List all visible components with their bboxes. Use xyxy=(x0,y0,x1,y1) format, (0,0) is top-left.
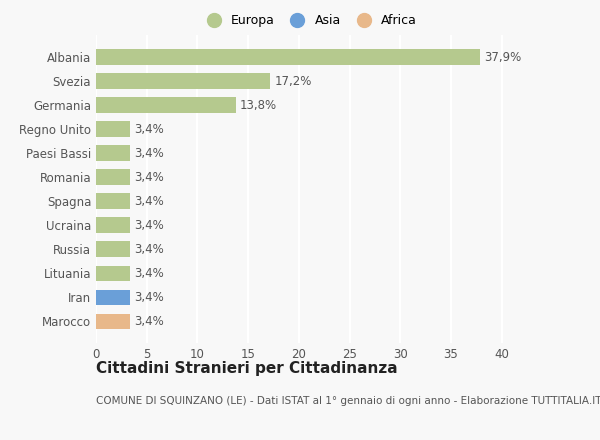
Bar xyxy=(96,145,130,161)
Text: 3,4%: 3,4% xyxy=(134,147,164,160)
Text: COMUNE DI SQUINZANO (LE) - Dati ISTAT al 1° gennaio di ogni anno - Elaborazione : COMUNE DI SQUINZANO (LE) - Dati ISTAT al… xyxy=(96,396,600,406)
Text: 3,4%: 3,4% xyxy=(134,171,164,183)
Text: 3,4%: 3,4% xyxy=(134,291,164,304)
Text: 3,4%: 3,4% xyxy=(134,315,164,328)
Bar xyxy=(96,49,481,65)
Text: 3,4%: 3,4% xyxy=(134,123,164,136)
Bar xyxy=(96,217,130,233)
Text: 3,4%: 3,4% xyxy=(134,267,164,280)
Text: 13,8%: 13,8% xyxy=(240,99,277,112)
Bar xyxy=(96,121,130,137)
Bar xyxy=(96,194,130,209)
Legend: Europa, Asia, Africa: Europa, Asia, Africa xyxy=(197,11,421,31)
Bar xyxy=(96,169,130,185)
Bar xyxy=(96,314,130,329)
Text: 3,4%: 3,4% xyxy=(134,243,164,256)
Text: Cittadini Stranieri per Cittadinanza: Cittadini Stranieri per Cittadinanza xyxy=(96,361,398,376)
Text: 37,9%: 37,9% xyxy=(484,51,522,63)
Text: 3,4%: 3,4% xyxy=(134,195,164,208)
Bar xyxy=(96,73,271,89)
Text: 17,2%: 17,2% xyxy=(275,74,312,88)
Bar xyxy=(96,242,130,257)
Bar xyxy=(96,290,130,305)
Bar xyxy=(96,97,236,113)
Text: 3,4%: 3,4% xyxy=(134,219,164,232)
Bar xyxy=(96,265,130,281)
